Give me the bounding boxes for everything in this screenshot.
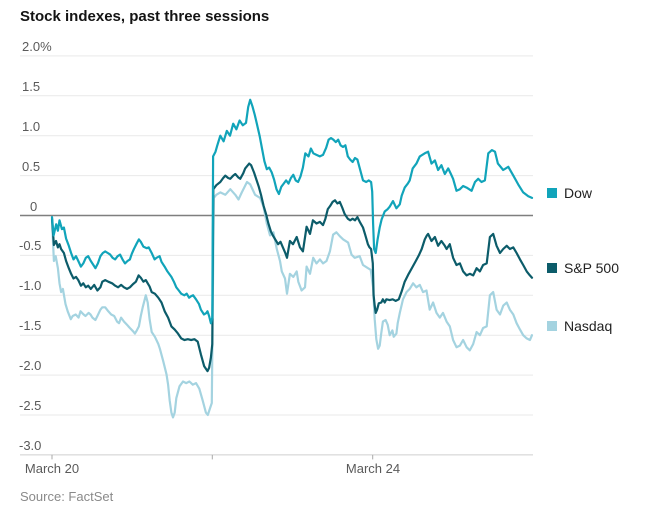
nasdaq-line	[50, 180, 534, 419]
y-axis-label: 1.0	[22, 118, 41, 134]
y-axis-label: -2.0	[19, 358, 42, 374]
y-axis-label: -0.5	[19, 238, 42, 254]
sp500-line	[50, 162, 534, 373]
legend-item-sp500: S&P 500	[547, 260, 619, 276]
dow-legend-label: Dow	[564, 185, 593, 201]
y-axis-label: 1.5	[22, 78, 41, 94]
y-axis-label: -1.5	[19, 318, 42, 334]
y-axis-label: -2.5	[19, 398, 42, 413]
sp500-legend-label: S&P 500	[564, 260, 620, 276]
x-axis-label-march-24: March 24	[345, 461, 401, 476]
dow-legend-swatch	[547, 188, 557, 198]
nasdaq-legend-label: Nasdaq	[564, 318, 613, 334]
sp500-legend-swatch	[547, 263, 557, 273]
source-attribution: Source: FactSet	[20, 489, 114, 504]
legend-item-nasdaq: Nasdaq	[547, 318, 612, 334]
nasdaq-legend-swatch	[547, 321, 557, 331]
chart-title: Stock indexes, past three sessions	[20, 8, 270, 25]
legend-item-dow: Dow	[547, 185, 592, 201]
dow-line	[50, 98, 534, 325]
y-axis-label: -3.0	[19, 437, 42, 453]
y-axis-label: -1.0	[19, 278, 42, 294]
y-axis-label: 2.0%	[22, 38, 52, 54]
y-axis-label: 0.5	[22, 158, 41, 174]
y-axis-label: 0	[30, 198, 38, 214]
x-axis-label-march-20: March 20	[24, 461, 80, 476]
